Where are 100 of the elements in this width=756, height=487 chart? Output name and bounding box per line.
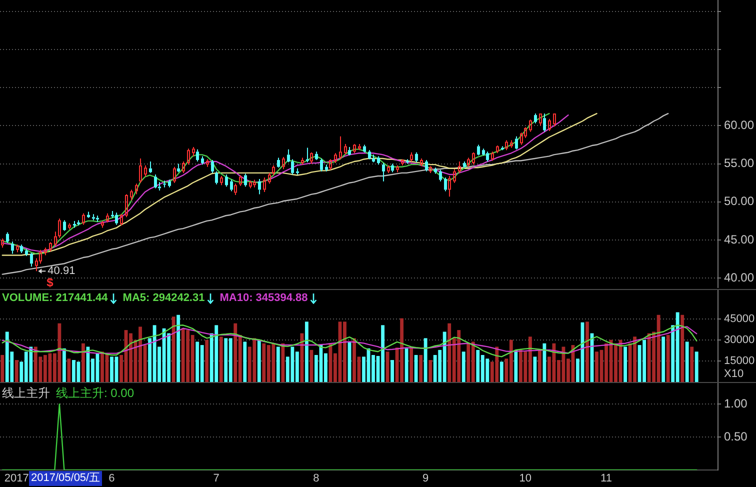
candlestick	[301, 157, 304, 166]
bar	[624, 346, 627, 382]
candlestick	[25, 248, 28, 256]
candlestick	[215, 170, 218, 185]
bar	[243, 342, 247, 382]
candlestick	[363, 144, 366, 153]
candlestick	[358, 144, 361, 151]
candlestick	[287, 148, 290, 163]
candlestick	[334, 152, 337, 164]
candlestick	[344, 144, 347, 156]
candlestick	[115, 212, 118, 226]
bar	[304, 322, 308, 382]
candlestick	[353, 144, 356, 154]
candlestick	[486, 151, 489, 162]
y-tick-label: 60.00	[724, 118, 754, 132]
bar	[276, 346, 280, 382]
candlestick	[58, 218, 61, 238]
candlestick	[520, 132, 523, 146]
candlestick	[96, 215, 99, 222]
candlestick	[348, 146, 351, 156]
candlestick	[391, 163, 394, 173]
bar	[533, 356, 537, 382]
bar	[257, 340, 261, 382]
bar	[0, 354, 4, 382]
candlestick	[268, 172, 271, 184]
candlestick	[177, 163, 180, 173]
bar	[300, 333, 304, 382]
bar	[310, 350, 314, 382]
x-tick-label: 2017	[4, 472, 29, 485]
y-tick-label: 45000	[724, 313, 755, 326]
x-tick-label: 6	[108, 472, 115, 485]
candlestick	[258, 178, 261, 195]
y-tick-label: 40.00	[724, 270, 754, 284]
bar	[390, 360, 394, 382]
bar	[462, 352, 466, 382]
bar	[500, 362, 504, 382]
chart-title: VOLUME: 217441.44	[2, 292, 108, 304]
candlestick	[325, 164, 328, 172]
candlestick	[272, 164, 275, 176]
bar	[82, 343, 85, 382]
candlestick	[225, 174, 228, 188]
bar	[428, 360, 432, 382]
bar	[514, 350, 518, 382]
candlestick	[553, 114, 556, 127]
text: MA5: 294242.31	[122, 292, 205, 304]
candlestick	[406, 158, 409, 164]
candlestick	[401, 158, 404, 166]
candlestick	[534, 113, 537, 124]
candlestick	[192, 146, 195, 157]
candlestick	[154, 174, 157, 189]
candlestick	[387, 164, 390, 174]
candlestick	[163, 180, 166, 188]
candlestick	[410, 152, 413, 162]
candlestick	[144, 164, 147, 178]
candlestick	[425, 160, 428, 172]
candlestick	[11, 241, 14, 254]
bar	[685, 342, 689, 382]
x-tick-label: 10	[519, 472, 532, 485]
candlestick	[496, 145, 499, 154]
candlestick	[54, 231, 57, 247]
candlestick	[253, 179, 256, 188]
candlestick	[420, 158, 423, 167]
bar	[538, 350, 542, 382]
bar	[424, 338, 428, 382]
candlestick	[130, 189, 133, 201]
candlestick	[230, 179, 233, 192]
candlestick	[291, 158, 294, 175]
bar	[281, 343, 285, 382]
candlestick	[206, 158, 209, 168]
y-tick-label: 1.00	[724, 396, 748, 410]
candlestick	[120, 214, 123, 226]
candlestick	[106, 212, 109, 223]
candlestick	[429, 166, 432, 174]
annotation: $	[46, 275, 54, 290]
candlestick	[44, 247, 47, 256]
candlestick	[187, 148, 190, 166]
candlestick	[282, 156, 285, 170]
bar	[542, 343, 546, 382]
x-tick-label: 7	[213, 472, 220, 485]
candlestick	[482, 148, 485, 156]
candlestick	[16, 244, 19, 253]
candlestick	[453, 168, 456, 184]
candlestick	[244, 173, 247, 188]
bar	[219, 336, 223, 382]
candlestick	[444, 177, 447, 192]
candlestick	[63, 220, 66, 232]
candlestick	[211, 160, 214, 174]
candlestick	[505, 140, 508, 151]
bar	[414, 354, 418, 382]
bar	[67, 358, 71, 382]
candlestick	[82, 212, 85, 226]
candlestick	[173, 166, 176, 184]
bar	[172, 316, 176, 382]
candlestick	[320, 158, 323, 172]
candlestick	[92, 214, 95, 221]
candlestick	[234, 183, 237, 196]
candlestick	[168, 179, 171, 188]
candlestick	[439, 169, 442, 182]
x-tick-label: 8	[313, 472, 320, 485]
candlestick	[382, 162, 385, 182]
